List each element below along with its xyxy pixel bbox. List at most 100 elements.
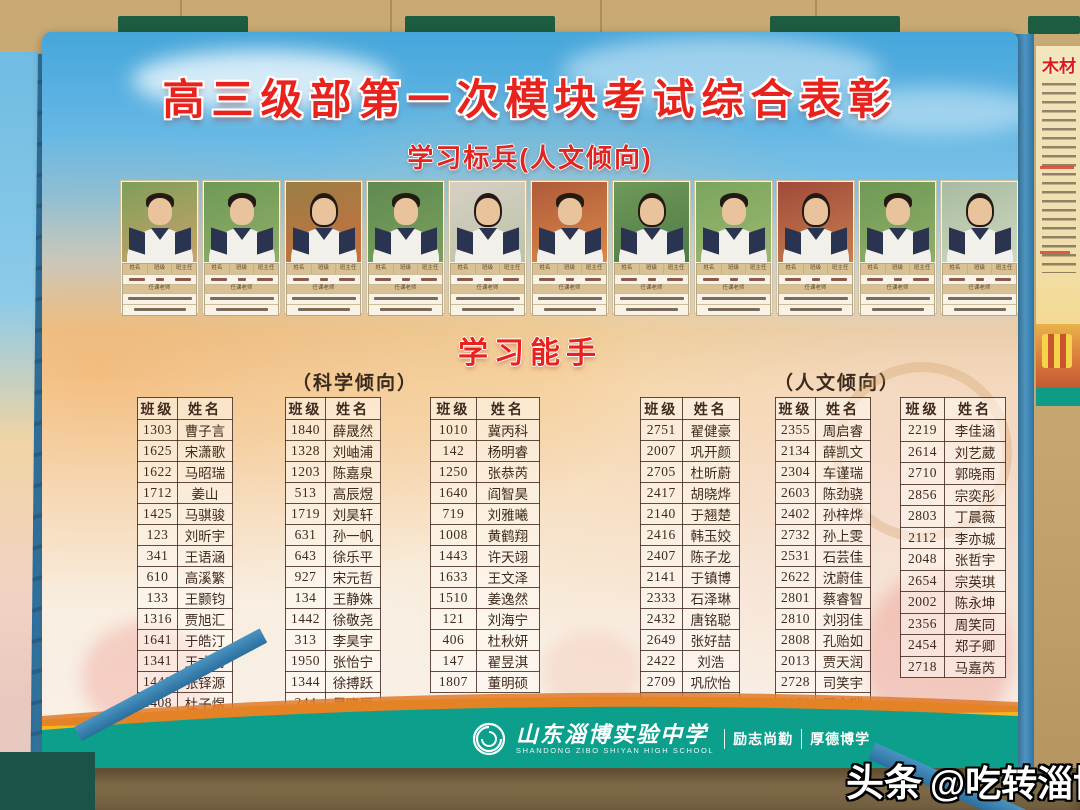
info-header-teacher: 班主任 — [500, 264, 525, 274]
info-teacher-row — [779, 294, 852, 305]
illegible-text — [456, 277, 473, 281]
roster-row: 1640 阎智昊 — [430, 482, 541, 504]
roster-row: 2134 薛凯文 — [775, 440, 872, 462]
info-teacher-row — [861, 294, 934, 305]
illegible-text — [538, 277, 555, 281]
class-number: 2355 — [775, 419, 816, 441]
illegible-text — [702, 277, 719, 281]
uniform-collar — [150, 228, 169, 240]
student-uniform — [946, 227, 1013, 262]
roster-row: 2732 孙上雯 — [775, 524, 872, 546]
student-photo — [942, 182, 1017, 262]
student-face — [885, 198, 910, 225]
illegible-text — [619, 297, 684, 300]
roster-row: 2007 巩开颜 — [640, 440, 741, 462]
student-name: 周启睿 — [814, 419, 872, 441]
student-photo — [696, 182, 771, 262]
info-subject-teachers-label: 任课老师 — [123, 284, 196, 294]
roster-row: 1442 徐敬尧 — [285, 608, 382, 630]
student-uniform — [208, 227, 275, 262]
illegible-text — [871, 308, 924, 311]
illegible-text — [666, 277, 683, 281]
student-face — [803, 198, 828, 225]
roster-row: 341 王语涵 — [137, 545, 234, 567]
illegible-text — [292, 277, 309, 281]
adjacent-board-left-footer — [0, 752, 95, 810]
roster-row: 2603 陈劲骁 — [775, 482, 872, 504]
board-frame-top — [770, 16, 900, 34]
roster-row: 1807 董明硕 — [430, 671, 541, 693]
illegible-text — [420, 277, 437, 281]
illegible-text — [865, 297, 930, 300]
info-header-row: 姓名 班级 班主任 — [451, 264, 525, 275]
subject-teachers-label: 任课老师 — [722, 284, 745, 291]
illegible-text — [373, 297, 438, 300]
uniform-shoulder — [456, 227, 473, 255]
footer-band-arc — [42, 692, 1018, 772]
class-number: 1641 — [137, 629, 178, 651]
wall-tile-line — [390, 0, 392, 36]
class-number: 2803 — [899, 505, 946, 528]
info-header-teacher: 班主任 — [828, 264, 853, 274]
board-frame-post-right — [1014, 34, 1034, 770]
info-header-teacher: 班主任 — [992, 264, 1017, 274]
student-photo-card: 姓名 班级 班主任 任课老师 — [202, 180, 281, 316]
roster-row: 121 刘海宁 — [430, 608, 541, 630]
uniform-shoulder — [912, 227, 929, 255]
student-name: 刘雅曦 — [475, 503, 541, 525]
uniform-shoulder — [538, 227, 555, 255]
info-value-row — [697, 275, 770, 285]
student-name: 刘昊轩 — [324, 503, 382, 525]
class-number: 1303 — [137, 419, 178, 441]
roster-row: 2422 刘浩 — [640, 650, 741, 672]
student-name: 贾天润 — [814, 650, 872, 672]
info-subject-teachers-label: 任课老师 — [943, 284, 1016, 294]
student-info-table: 姓名 班级 班主任 任课老师 — [942, 263, 1017, 316]
uniform-shoulder — [866, 227, 883, 255]
school-signature: 山东淄博实验中学 SHANDONG ZIBO SHIYAN HIGH SCHOO… — [472, 722, 878, 756]
roster-row: 927 宋元哲 — [285, 566, 382, 588]
info-teacher-row — [451, 305, 524, 315]
uniform-collar — [970, 228, 989, 240]
illegible-text — [543, 308, 596, 311]
uniform-shoulder — [748, 227, 765, 255]
student-face — [393, 198, 418, 225]
roster-column-header: 姓名 — [475, 397, 541, 420]
school-name-en: SHANDONG ZIBO SHIYAN HIGH SCHOOL — [516, 745, 715, 755]
student-info-table: 姓名 班级 班主任 任课老师 — [286, 263, 361, 316]
student-photo — [450, 182, 525, 262]
roster-header-row: 班级 姓名 — [640, 397, 741, 420]
student-name: 唐铭聪 — [681, 608, 741, 630]
roster-row: 406 杜秋妍 — [430, 629, 541, 651]
class-number: 1622 — [137, 461, 178, 483]
roster-row: 1328 刘岫浦 — [285, 440, 382, 462]
student-name: 姜山 — [176, 482, 234, 504]
student-name: 陈子龙 — [681, 545, 741, 567]
class-number: 2219 — [899, 419, 946, 442]
class-number: 1008 — [430, 524, 477, 546]
footer-band: 山东淄博实验中学 SHANDONG ZIBO SHIYAN HIGH SCHOO… — [42, 678, 1018, 772]
board-frame-top — [1028, 16, 1080, 34]
illegible-text — [210, 277, 227, 281]
info-subject-teachers-label: 任课老师 — [369, 284, 442, 294]
info-teacher-row — [697, 294, 770, 305]
class-number: 1203 — [285, 461, 326, 483]
roster-row: 1010 冀丙科 — [430, 419, 541, 441]
info-value-row — [779, 275, 852, 285]
illegible-text — [502, 277, 519, 281]
student-name: 马昭瑞 — [176, 461, 234, 483]
student-name: 张恭芮 — [475, 461, 541, 483]
subject-teachers-label: 任课老师 — [558, 284, 581, 291]
info-value-row — [369, 275, 442, 285]
student-name: 蔡睿智 — [814, 587, 872, 609]
roster-row: 1712 姜山 — [137, 482, 234, 504]
class-number: 313 — [285, 629, 326, 651]
student-name: 刘浩 — [681, 650, 741, 672]
student-name: 沈蔚佳 — [814, 566, 872, 588]
class-number: 2417 — [640, 482, 683, 504]
roster-row: 1719 刘昊轩 — [285, 503, 382, 525]
illegible-text — [379, 308, 432, 311]
class-number: 2709 — [640, 671, 683, 693]
info-subject-teachers-label: 任课老师 — [615, 284, 688, 294]
roster-row: 1425 马骐骏 — [137, 503, 234, 525]
